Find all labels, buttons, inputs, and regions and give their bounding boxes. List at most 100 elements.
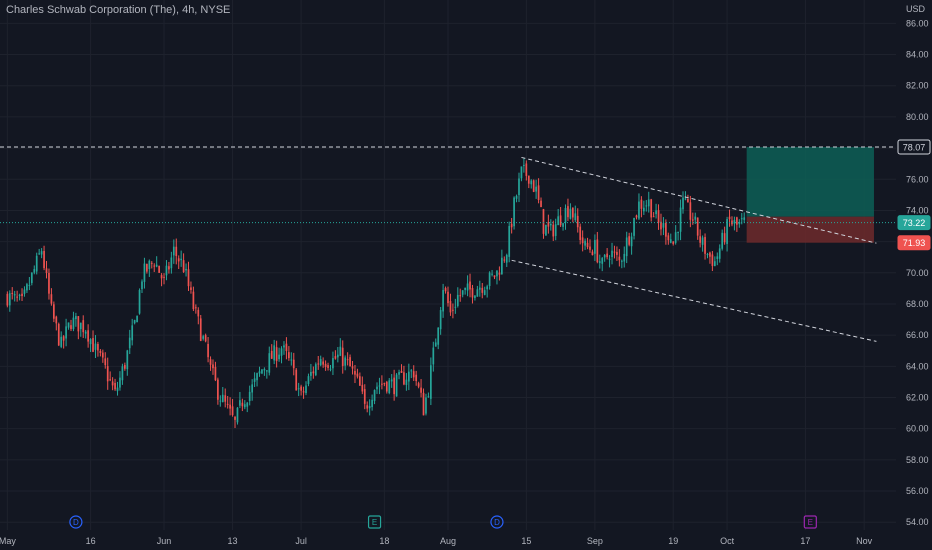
candle-body	[594, 240, 596, 254]
y-tick-label: 56.00	[906, 486, 929, 496]
trend-line-upper	[521, 156, 877, 244]
candle	[554, 218, 557, 241]
candle	[481, 282, 484, 299]
candle	[153, 263, 156, 273]
candle	[368, 399, 371, 416]
candle	[579, 223, 582, 245]
candle-body	[721, 232, 724, 249]
candle	[148, 259, 151, 277]
time-axis[interactable]: May 16 Jun 13 Jul 18 Aug 15 Sep 19 Oct 17 Nov	[0, 536, 873, 546]
candle-body	[378, 385, 381, 387]
candle-body	[515, 195, 518, 199]
earnings-marker: E	[367, 515, 382, 529]
candle-body	[243, 404, 246, 408]
candle-body	[273, 345, 276, 361]
candle	[332, 351, 334, 376]
candle-body	[691, 219, 694, 221]
price-axis[interactable]: USD 54.00 56.00 58.00 60.00 62.00 64.00 66.00 68…	[906, 4, 929, 527]
candle-body	[194, 307, 197, 309]
candle	[483, 286, 486, 296]
x-tick-label: 15	[521, 536, 531, 546]
candle-body	[155, 264, 158, 267]
candle	[376, 382, 378, 394]
candle	[469, 273, 471, 298]
candle-body	[11, 292, 14, 295]
y-tick-label: 76.00	[906, 174, 929, 184]
candle	[123, 362, 126, 371]
candle-body	[393, 377, 395, 395]
candle-body	[236, 407, 239, 423]
candle-body	[407, 371, 410, 382]
candle-body	[28, 285, 31, 287]
candle	[721, 229, 724, 251]
candle-body	[584, 240, 586, 246]
candle-body	[351, 366, 354, 369]
candle-body	[35, 255, 38, 272]
candle-body	[50, 294, 53, 304]
candle	[202, 334, 205, 341]
candle	[442, 283, 444, 318]
candle-body	[505, 254, 508, 263]
candle-body	[432, 347, 435, 365]
candle-body	[537, 185, 540, 201]
candle	[16, 290, 18, 302]
candle	[263, 367, 266, 376]
candle	[40, 248, 43, 259]
chart-title: Charles Schwab Corporation (The), 4h, NY…	[6, 4, 231, 16]
x-tick-label: Oct	[720, 536, 735, 546]
candle-body	[38, 253, 41, 255]
candle	[30, 272, 33, 286]
candle	[407, 363, 410, 391]
candle-body	[398, 372, 400, 375]
candle	[175, 238, 178, 265]
candle-body	[23, 289, 26, 294]
price-badge-label: 73.22	[903, 218, 926, 228]
candle-body	[439, 310, 442, 330]
candle-body	[444, 288, 447, 292]
candle-body	[329, 368, 332, 370]
candle	[57, 322, 60, 347]
candle-body	[148, 260, 151, 270]
candle	[711, 251, 714, 272]
candle	[38, 248, 41, 255]
earnings-icon	[803, 515, 817, 529]
candle-body	[94, 343, 97, 350]
drawing-lines	[0, 146, 896, 342]
candle	[290, 352, 293, 366]
dividend-marker: D	[69, 515, 83, 529]
candle-body	[400, 370, 403, 373]
candle-body	[488, 272, 491, 287]
candle-body	[187, 269, 190, 287]
candle-body	[207, 343, 209, 358]
candle-body	[97, 344, 99, 351]
candle	[89, 338, 92, 353]
candle	[231, 399, 234, 417]
candle	[92, 330, 94, 353]
dividend-icon	[490, 515, 504, 529]
candle	[425, 393, 427, 416]
candle	[50, 288, 53, 306]
candle	[461, 290, 464, 298]
candle	[248, 385, 251, 406]
candle	[518, 172, 520, 203]
candle-body	[172, 246, 175, 256]
candle-body	[679, 207, 682, 232]
candle-body	[579, 226, 582, 240]
candle	[427, 392, 430, 398]
candle	[307, 373, 310, 387]
y-tick-label: 60.00	[906, 424, 929, 434]
candle	[172, 239, 175, 264]
candle	[547, 214, 550, 234]
dividend-icon	[69, 515, 83, 529]
candle	[62, 335, 65, 349]
candle	[530, 179, 533, 189]
candle-body	[241, 402, 244, 407]
candle	[87, 324, 89, 348]
candle-body	[527, 175, 530, 184]
candle-body	[645, 205, 648, 207]
candle	[18, 293, 21, 301]
x-tick-label: 13	[228, 536, 238, 546]
candle-body	[633, 218, 635, 236]
candle	[510, 217, 513, 234]
